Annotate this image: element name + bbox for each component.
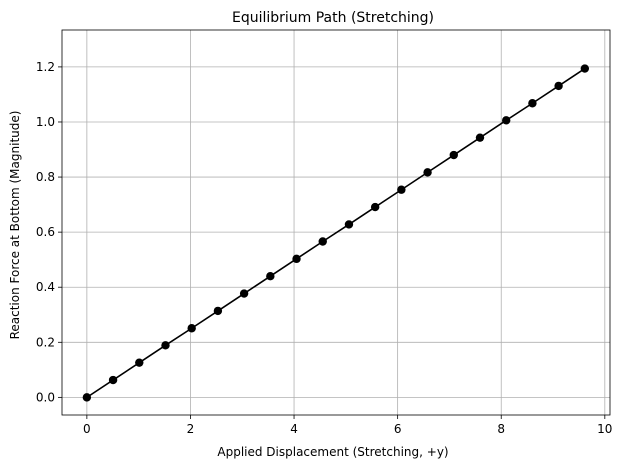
data-point bbox=[292, 254, 301, 264]
chart-title: Equilibrium Path (Stretching) bbox=[232, 10, 434, 26]
y-tick-label: 1.2 bbox=[36, 60, 55, 74]
tick-group: 0 2 4 6 8 10 0.0 0.2 0.4 0.6 0.8 1.0 1.2 bbox=[36, 60, 613, 436]
data-point bbox=[344, 220, 354, 229]
data-point bbox=[423, 168, 432, 177]
series-line bbox=[86, 67, 586, 399]
x-tick-label: 2 bbox=[187, 422, 195, 436]
x-tick-label: 8 bbox=[497, 422, 505, 436]
data-point bbox=[370, 202, 380, 212]
y-tick-label: 0.8 bbox=[36, 170, 55, 184]
data-point bbox=[82, 393, 92, 402]
x-tick-label: 10 bbox=[597, 422, 612, 436]
y-tick-label: 1.0 bbox=[36, 115, 55, 129]
series-group bbox=[82, 64, 590, 402]
x-tick-label: 6 bbox=[394, 422, 402, 436]
y-tick-label: 0.6 bbox=[36, 225, 55, 239]
y-tick-label: 0.4 bbox=[36, 280, 55, 294]
grid-lines bbox=[62, 30, 610, 415]
data-point bbox=[161, 341, 170, 350]
x-axis-label: Applied Displacement (Stretching, +y) bbox=[217, 445, 448, 459]
data-point bbox=[266, 272, 275, 281]
data-point bbox=[580, 64, 590, 73]
data-point bbox=[213, 306, 223, 316]
plot-frame bbox=[61, 29, 611, 416]
data-point bbox=[528, 99, 537, 108]
y-axis-label: Reaction Force at Bottom (Magnitude) bbox=[8, 111, 22, 340]
data-point bbox=[108, 375, 118, 385]
data-point bbox=[502, 116, 511, 125]
data-point bbox=[239, 289, 249, 298]
data-point bbox=[475, 133, 485, 142]
data-point bbox=[135, 358, 144, 367]
x-tick-label: 0 bbox=[83, 422, 91, 436]
data-point bbox=[318, 237, 327, 246]
data-point bbox=[187, 324, 196, 333]
y-tick-label: 0.0 bbox=[36, 390, 55, 404]
x-tick-label: 4 bbox=[290, 422, 298, 436]
data-point bbox=[554, 81, 563, 91]
data-point bbox=[397, 185, 406, 194]
y-tick-label: 0.2 bbox=[36, 335, 55, 349]
data-point bbox=[449, 150, 458, 160]
